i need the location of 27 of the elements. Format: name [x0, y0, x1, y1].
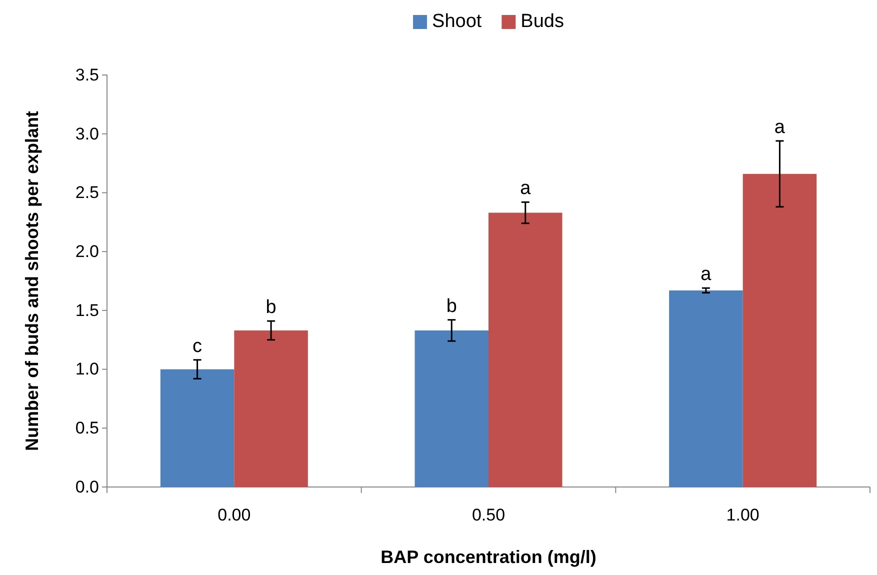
bar [669, 290, 743, 487]
bar [488, 212, 562, 487]
bar [234, 330, 308, 487]
y-tick-label: 3.0 [75, 124, 99, 144]
data-label: a [700, 264, 712, 286]
bar [414, 330, 488, 487]
y-tick-label: 0.0 [75, 477, 99, 496]
legend-label: Shoot [432, 11, 482, 32]
data-label: a [774, 116, 786, 138]
y-tick-label: 2.0 [75, 242, 99, 262]
data-label: a [520, 178, 532, 200]
bar [160, 369, 234, 487]
y-tick-label: 0.5 [75, 418, 99, 438]
y-tick-label: 2.5 [75, 183, 99, 202]
legend-label: Buds [520, 11, 564, 32]
x-axis-title: BAP concentration (mg/l) [380, 547, 596, 567]
bar [742, 174, 817, 487]
x-tick-label: 0.50 [472, 506, 506, 525]
data-label: b [446, 296, 457, 317]
y-tick-label: 3.5 [75, 65, 99, 84]
x-tick-label: 1.00 [726, 506, 760, 525]
y-axis-title: Number of buds and shoots per explant [22, 110, 42, 452]
x-tick-label: 0.00 [218, 506, 251, 525]
y-tick-label: 1.0 [75, 360, 99, 379]
data-label: b [266, 297, 276, 318]
data-label: c [192, 336, 202, 357]
y-tick-label: 1.5 [75, 300, 99, 320]
